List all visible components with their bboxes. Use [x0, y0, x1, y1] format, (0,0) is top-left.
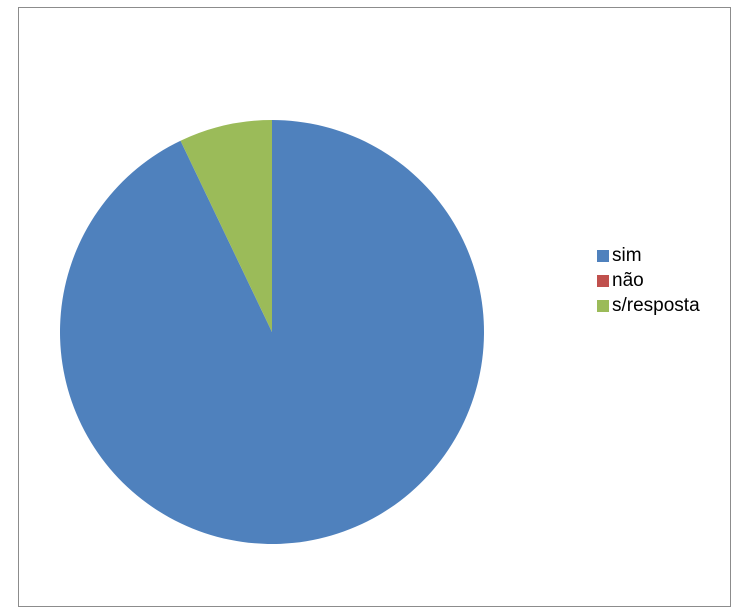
legend-swatch-sim	[597, 249, 609, 262]
legend-label-nao: não	[612, 270, 644, 291]
legend-item-sim: sim	[597, 243, 733, 268]
legend-swatch-s-resposta	[597, 299, 609, 312]
legend-label-s-resposta: s/resposta	[612, 295, 700, 316]
legend: sim não s/resposta	[597, 243, 733, 318]
pie-slices	[59, 120, 485, 544]
legend-item-s-resposta: s/resposta	[597, 293, 733, 318]
pie-slice-s-resposta	[180, 120, 272, 332]
pie-chart	[59, 120, 485, 544]
legend-item-nao: não	[597, 268, 733, 293]
legend-label-sim: sim	[612, 245, 642, 266]
pie-slice-sim	[59, 120, 485, 544]
legend-swatch-nao	[597, 274, 609, 287]
